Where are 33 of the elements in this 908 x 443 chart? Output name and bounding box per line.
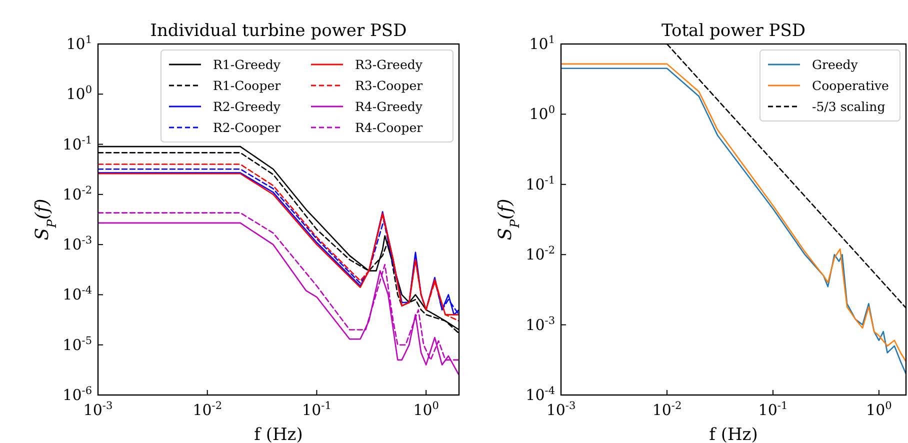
legend-label: R3-Greedy [355,57,424,72]
y-tick-label: 10$^{-2}$ [62,184,92,204]
legend-label: Greedy [812,57,859,72]
x-tick-label: 10$^{0}$ [413,400,439,419]
y-tick-label: 10$^{1}$ [529,34,555,53]
x-axis-title: f (Hz) [254,425,303,443]
legend-label: R3-Cooper [355,78,423,93]
y-tick-label: 10$^{-5}$ [62,334,92,354]
legend-label: R4-Cooper [355,120,423,135]
chart-title: Individual turbine power PSD [150,21,407,41]
x-tick-label: 10$^{-2}$ [652,400,682,419]
legend-label: R2-Greedy [213,99,282,114]
y-tick-label: 10$^{-3}$ [62,234,92,254]
legend-label: R4-Greedy [355,99,424,114]
legend-label: R1-Greedy [213,57,282,72]
x-tick-label: 10$^{-1}$ [302,400,332,419]
y-tick-label: 10$^{0}$ [66,84,92,104]
y-tick-label: 10$^{-4}$ [62,284,92,304]
legend-label: R2-Cooper [213,120,281,135]
legend-label: Cooperative [812,78,889,93]
legend-label: -5/3 scaling [812,99,886,114]
legend-label: R1-Cooper [213,78,281,93]
x-tick-label: 10$^{0}$ [866,400,892,419]
y-tick-label: 10$^{-1}$ [62,134,92,154]
y-tick-label: 10$^{1}$ [66,34,92,53]
y-tick-label: 10$^{0}$ [529,104,555,124]
x-axis-title: f (Hz) [709,425,758,443]
chart-title: Total power PSD [661,21,806,41]
y-tick-label: 10$^{-2}$ [526,244,555,264]
y-tick-label: 10$^{-1}$ [526,174,555,194]
x-tick-label: 10$^{-1}$ [758,400,788,419]
y-tick-label: 10$^{-3}$ [526,314,555,334]
x-tick-label: 10$^{-2}$ [192,400,222,419]
